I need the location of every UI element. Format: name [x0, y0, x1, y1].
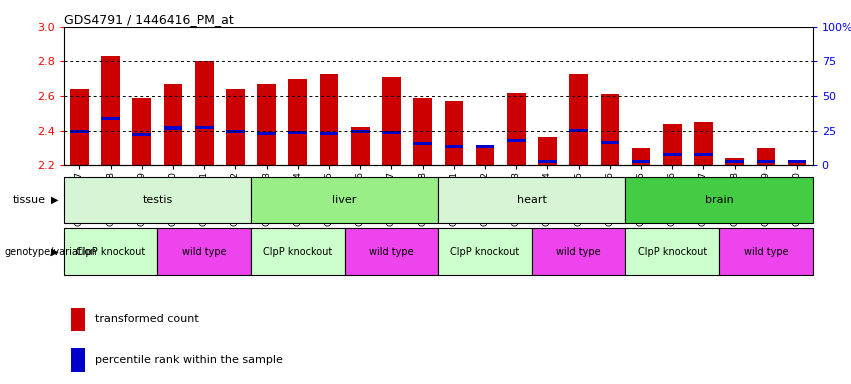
Bar	[251, 228, 345, 275]
Bar	[157, 228, 251, 275]
Bar	[663, 124, 682, 165]
Bar	[438, 177, 625, 223]
Text: transformed count: transformed count	[95, 314, 199, 324]
Bar	[133, 98, 151, 165]
Text: heart: heart	[517, 195, 547, 205]
Bar	[257, 132, 276, 135]
Bar	[195, 61, 214, 165]
Text: ▶: ▶	[51, 247, 59, 257]
Text: testis: testis	[142, 195, 173, 205]
Bar	[476, 144, 494, 148]
Bar	[71, 308, 85, 331]
Bar	[226, 89, 245, 165]
Bar	[288, 79, 307, 165]
Text: GDS4791 / 1446416_PM_at: GDS4791 / 1446416_PM_at	[64, 13, 233, 26]
Bar	[625, 228, 719, 275]
Bar	[64, 228, 157, 275]
Bar	[195, 126, 214, 129]
Text: wild type: wild type	[557, 247, 601, 257]
Bar	[725, 160, 744, 163]
Text: ClpP knockout: ClpP knockout	[263, 247, 333, 257]
Bar	[725, 158, 744, 165]
Bar	[625, 177, 813, 223]
Bar	[631, 160, 650, 163]
Bar	[251, 177, 438, 223]
Bar	[788, 160, 807, 165]
Bar	[226, 130, 245, 133]
Bar	[444, 101, 463, 165]
Bar	[476, 146, 494, 165]
Bar	[719, 228, 813, 275]
Bar	[70, 130, 89, 133]
Bar	[71, 348, 85, 372]
Text: ClpP knockout: ClpP knockout	[637, 247, 707, 257]
Bar	[601, 94, 620, 165]
Bar	[101, 117, 120, 120]
Bar	[320, 132, 339, 135]
Text: liver: liver	[333, 195, 357, 205]
Bar	[345, 228, 438, 275]
Text: wild type: wild type	[744, 247, 788, 257]
Bar	[757, 148, 775, 165]
Text: ClpP knockout: ClpP knockout	[76, 247, 146, 257]
Bar	[64, 177, 251, 223]
Bar	[538, 137, 557, 165]
Bar	[257, 84, 276, 165]
Bar	[163, 84, 182, 165]
Bar	[507, 139, 526, 142]
Bar	[694, 153, 713, 156]
Bar	[414, 98, 432, 165]
Bar	[438, 228, 532, 275]
Text: wild type: wild type	[182, 247, 226, 257]
Bar	[532, 228, 625, 275]
Bar	[101, 56, 120, 165]
Text: tissue: tissue	[13, 195, 46, 205]
Text: ClpP knockout: ClpP knockout	[450, 247, 520, 257]
Bar	[351, 130, 369, 133]
Bar	[631, 148, 650, 165]
Bar	[757, 160, 775, 163]
Bar	[788, 160, 807, 163]
Text: percentile rank within the sample: percentile rank within the sample	[95, 355, 283, 365]
Bar	[382, 131, 401, 134]
Bar	[507, 93, 526, 165]
Text: genotype/variation: genotype/variation	[4, 247, 97, 257]
Bar	[569, 74, 588, 165]
Bar	[351, 127, 369, 165]
Text: wild type: wild type	[369, 247, 414, 257]
Bar	[414, 142, 432, 145]
Bar	[320, 74, 339, 165]
Bar	[288, 131, 307, 134]
Bar	[163, 126, 182, 129]
Bar	[538, 160, 557, 163]
Bar	[444, 144, 463, 148]
Text: brain: brain	[705, 195, 734, 205]
Bar	[133, 133, 151, 136]
Bar	[70, 89, 89, 165]
Bar	[694, 122, 713, 165]
Bar	[569, 129, 588, 132]
Bar	[601, 141, 620, 144]
Bar	[382, 77, 401, 165]
Text: ▶: ▶	[51, 195, 59, 205]
Bar	[663, 153, 682, 156]
